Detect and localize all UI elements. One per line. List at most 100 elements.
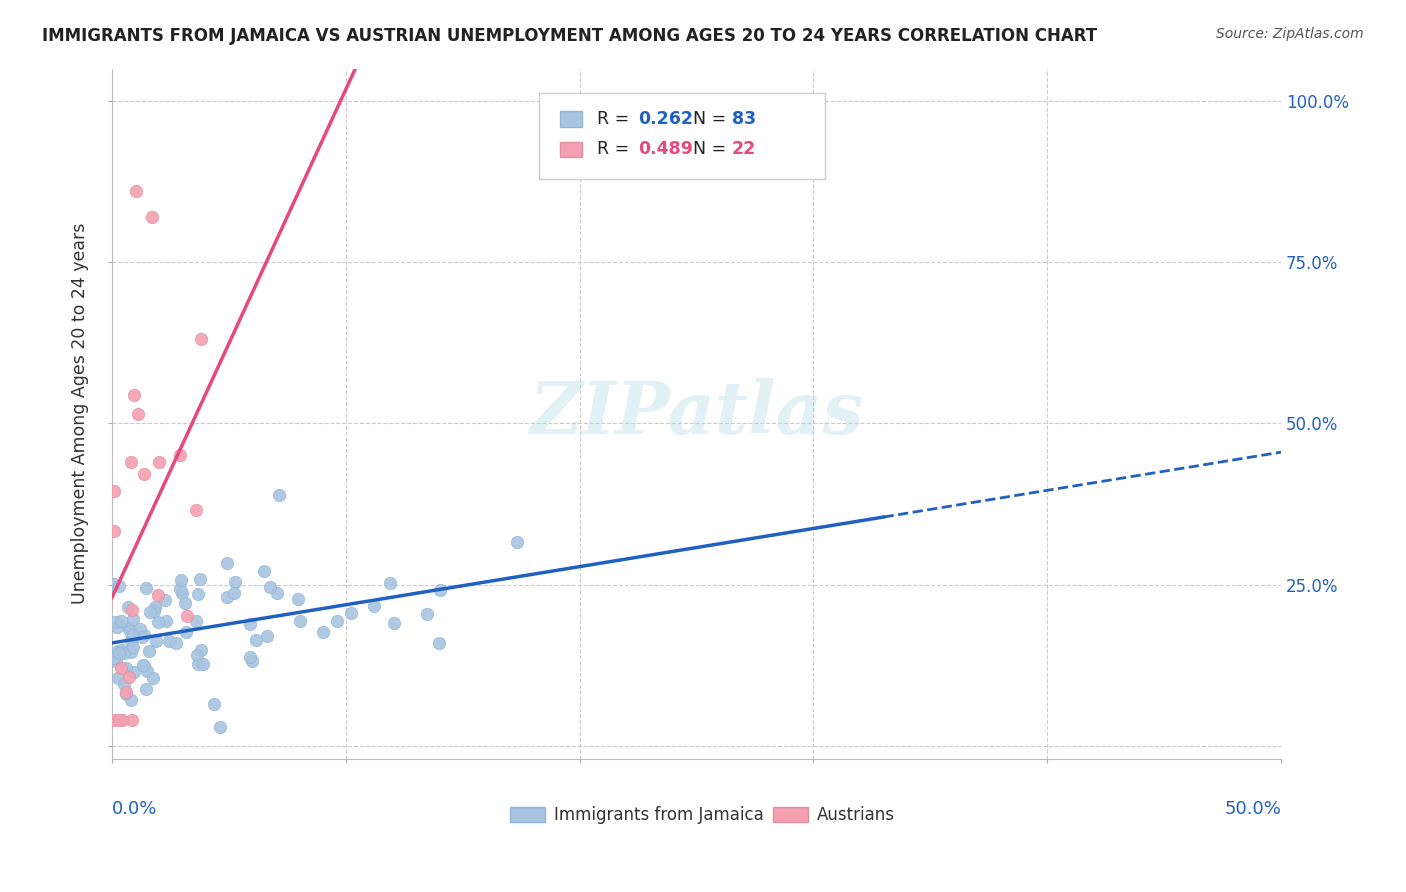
Point bbox=[136, 664, 159, 678]
Point bbox=[312, 625, 335, 640]
Point bbox=[382, 616, 405, 631]
Point bbox=[110, 614, 132, 628]
Point bbox=[108, 713, 131, 727]
Point bbox=[122, 388, 145, 402]
Point bbox=[155, 614, 177, 628]
FancyBboxPatch shape bbox=[560, 112, 582, 127]
Y-axis label: Unemployment Among Ages 20 to 24 years: Unemployment Among Ages 20 to 24 years bbox=[72, 223, 89, 605]
Text: 0.0%: 0.0% bbox=[112, 800, 157, 818]
Text: R =: R = bbox=[598, 110, 636, 128]
Text: Immigrants from Jamaica: Immigrants from Jamaica bbox=[554, 805, 763, 824]
Text: N =: N = bbox=[693, 140, 731, 158]
Text: Austrians: Austrians bbox=[817, 805, 896, 824]
Point bbox=[187, 587, 209, 601]
Point bbox=[103, 484, 125, 499]
Point bbox=[245, 632, 267, 647]
Point bbox=[176, 609, 198, 624]
Point bbox=[202, 697, 225, 711]
Text: ZIPatlas: ZIPatlas bbox=[530, 378, 863, 450]
Point bbox=[121, 713, 143, 727]
Point bbox=[112, 646, 135, 660]
Point bbox=[127, 407, 149, 421]
Point bbox=[290, 615, 312, 629]
Point bbox=[174, 596, 197, 610]
Point bbox=[104, 615, 127, 630]
Point bbox=[224, 574, 246, 589]
Point bbox=[131, 630, 153, 644]
Text: 50.0%: 50.0% bbox=[1225, 800, 1281, 818]
Text: 83: 83 bbox=[731, 110, 756, 128]
Point bbox=[112, 677, 135, 691]
Point bbox=[132, 658, 155, 673]
Point bbox=[120, 632, 142, 647]
Point bbox=[239, 616, 262, 631]
Point bbox=[170, 586, 193, 600]
Point bbox=[153, 593, 176, 607]
Point bbox=[325, 614, 347, 628]
Point bbox=[120, 693, 142, 707]
Point bbox=[129, 622, 152, 636]
Point bbox=[169, 449, 191, 463]
Point bbox=[148, 455, 170, 469]
Text: N =: N = bbox=[693, 110, 731, 128]
FancyBboxPatch shape bbox=[509, 807, 544, 822]
Point bbox=[287, 591, 309, 606]
Point bbox=[186, 648, 208, 662]
Point bbox=[105, 620, 128, 634]
Point bbox=[135, 582, 157, 596]
Point bbox=[506, 535, 529, 549]
Point bbox=[190, 333, 212, 347]
FancyBboxPatch shape bbox=[538, 93, 825, 179]
Point bbox=[105, 654, 128, 668]
Point bbox=[259, 581, 281, 595]
Point bbox=[174, 625, 197, 640]
Point bbox=[190, 642, 212, 657]
Point bbox=[208, 720, 231, 734]
Point bbox=[142, 604, 165, 618]
Point bbox=[120, 455, 142, 469]
Point bbox=[120, 645, 142, 659]
Point bbox=[184, 614, 207, 628]
Point bbox=[111, 713, 134, 727]
Point bbox=[380, 576, 402, 591]
Point bbox=[170, 573, 193, 587]
Text: IMMIGRANTS FROM JAMAICA VS AUSTRIAN UNEMPLOYMENT AMONG AGES 20 TO 24 YEARS CORRE: IMMIGRANTS FROM JAMAICA VS AUSTRIAN UNEM… bbox=[42, 27, 1097, 45]
Point bbox=[143, 600, 166, 615]
Point bbox=[224, 586, 246, 600]
Point bbox=[215, 556, 238, 570]
Point bbox=[138, 644, 160, 658]
Point bbox=[107, 643, 129, 657]
Point bbox=[134, 628, 156, 642]
Point bbox=[186, 503, 208, 517]
Point bbox=[115, 661, 138, 675]
Point bbox=[141, 210, 163, 224]
Point bbox=[416, 607, 439, 621]
Point bbox=[269, 488, 291, 502]
Point bbox=[110, 660, 132, 674]
Point bbox=[145, 634, 167, 648]
Point bbox=[253, 564, 276, 578]
Point bbox=[135, 681, 157, 696]
Point bbox=[169, 582, 191, 596]
Point bbox=[132, 467, 155, 482]
Point bbox=[138, 605, 160, 619]
Point bbox=[188, 572, 211, 586]
Text: 0.262: 0.262 bbox=[638, 110, 693, 128]
Point bbox=[429, 583, 451, 598]
Point bbox=[146, 615, 169, 629]
Point bbox=[134, 658, 156, 673]
FancyBboxPatch shape bbox=[560, 142, 582, 157]
Point bbox=[107, 671, 129, 685]
Point bbox=[118, 670, 141, 684]
Point bbox=[121, 640, 143, 654]
Point bbox=[115, 687, 138, 701]
Point bbox=[124, 184, 146, 198]
Point bbox=[103, 713, 125, 727]
FancyBboxPatch shape bbox=[772, 807, 807, 822]
Point bbox=[108, 646, 131, 660]
Point bbox=[339, 606, 361, 620]
Point bbox=[142, 671, 165, 685]
Point bbox=[114, 685, 136, 699]
Point bbox=[117, 599, 139, 614]
Point bbox=[256, 629, 278, 643]
